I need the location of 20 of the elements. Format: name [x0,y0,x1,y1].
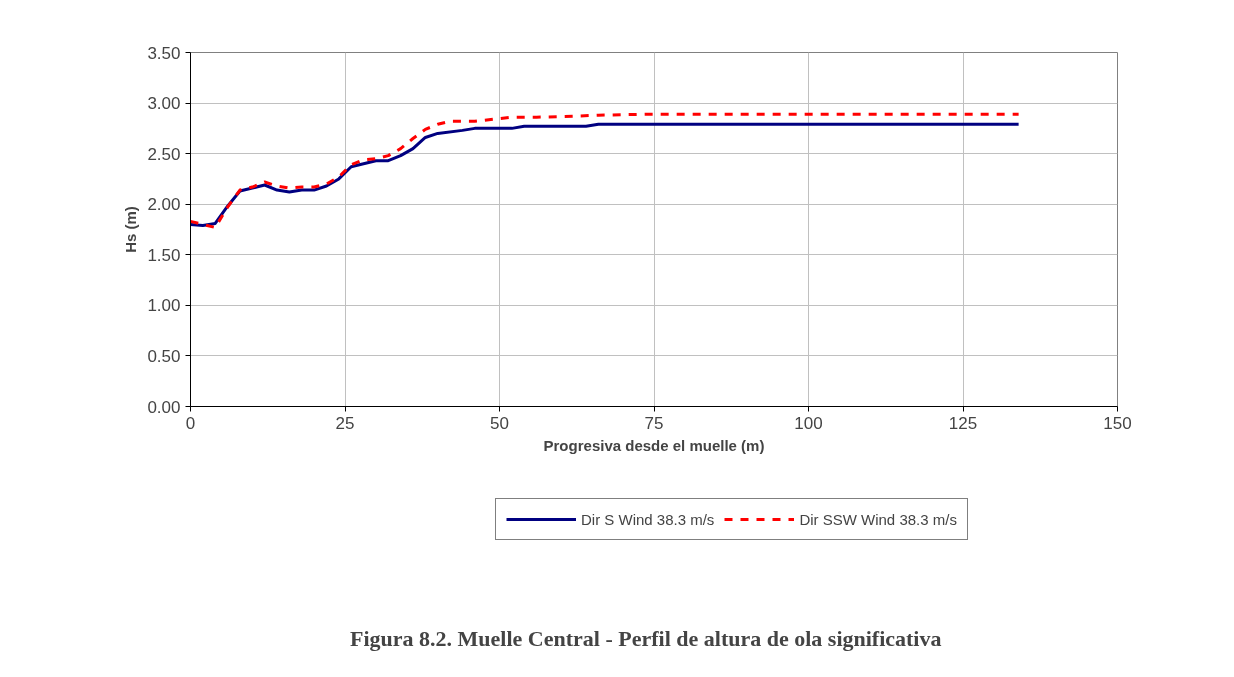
y-tick-label: 1.50 [147,245,181,265]
text: Figura 8.2. Muelle Central - Perfil de altura de ola significativa [350,625,942,651]
x-tick-label: 100 [794,413,823,433]
x-tick-label: 125 [948,413,978,433]
y-tick-label: 3.00 [147,94,181,114]
x-tick-label: 150 [1103,413,1132,433]
legend-label: Dir S Wind 38.3 m/s [581,510,715,528]
y-tick-label: 0.00 [147,397,181,417]
x-axis-title: Progresiva desde el muelle (m) [543,436,765,454]
x-tick-label: 75 [644,413,664,433]
y-axis-title: Hs (m) [122,206,140,253]
x-tick-label: 25 [335,413,355,433]
x-tick-label: 0 [185,413,196,433]
y-tick-label: 2.00 [147,195,181,215]
y-tick-label: 1.00 [147,296,181,316]
y-tick-label: 2.50 [147,144,181,164]
y-tick-label: 0.50 [147,346,181,366]
legend-label: Dir SSW Wind 38.3 m/s [799,510,957,528]
y-tick-label: 3.50 [147,43,181,63]
x-tick-label: 50 [490,413,509,433]
